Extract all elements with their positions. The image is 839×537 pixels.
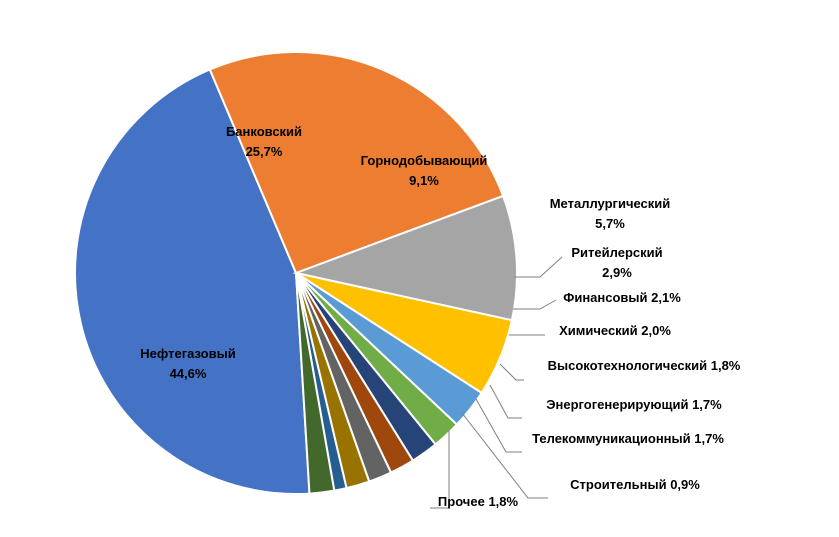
slice-labels: Нефтегазовый 44,6% Банковский 25,7% Горнодоб… [140, 124, 741, 509]
slice-5-leader-line [513, 299, 557, 310]
slice-11-leader-line [430, 430, 450, 509]
slice-4-value-label: 2,9% [602, 265, 632, 280]
slice-4-name-label: Ритейлерский [571, 245, 662, 260]
slice-5-label: Финансовый 2,1% [563, 290, 681, 305]
slice-0-name-label: Нефтегазовый [140, 346, 235, 361]
slice-10-label: Строительный 0,9% [570, 477, 700, 492]
slice-8-name-label: Энергогенерирующий [546, 397, 692, 412]
slice-10-value-label: 0,9% [670, 477, 700, 492]
slice-7-leader-line [499, 363, 524, 381]
slice-1-value-label: 25,7% [246, 144, 283, 159]
slice-3-name-label: Металлургический [550, 196, 671, 211]
slice-7-name-label: Высокотехнологический [548, 358, 711, 373]
slice-5-value-label: 2,1% [651, 290, 681, 305]
slice-2-value-label: 9,1% [409, 173, 439, 188]
slice-9-leader-line [475, 398, 522, 453]
slice-1-name-label: Банковский [226, 124, 302, 139]
slice-2-wedge [292, 194, 518, 322]
slice-11-label: Прочее 1,8% [438, 494, 519, 509]
slice-9-value-label: 1,7% [694, 431, 724, 446]
slice-0-wedge [74, 68, 311, 495]
slice-2-name-label: Горнодобывающий [361, 153, 488, 168]
slice-0-value-label: 44,6% [170, 366, 207, 381]
slice-9-name-label: Телекоммуникационный [532, 431, 694, 446]
slice-5-name-label: Финансовый [563, 290, 651, 305]
slice-10-leader-line [461, 412, 548, 499]
slice-8-label: Энергогенерирующий 1,7% [546, 397, 722, 412]
slice-6-value-label: 2,0% [641, 323, 671, 338]
slice-9-label: Телекоммуникационный 1,7% [532, 431, 724, 446]
slice-7-value-label: 1,8% [711, 358, 741, 373]
slice-4-leader-line [514, 256, 563, 278]
slice-11-name-label: Прочее [438, 494, 489, 509]
slice-10-name-label: Строительный [570, 477, 670, 492]
slice-3-value-label: 5,7% [595, 216, 625, 231]
slice-6-label: Химический 2,0% [559, 323, 671, 338]
slice-7-label: Высокотехнологический 1,8% [548, 358, 741, 373]
slice-1-wedge [208, 51, 505, 275]
slice-8-leader-line [489, 384, 522, 419]
slice-6-name-label: Химический [559, 323, 641, 338]
pie-slices [74, 51, 518, 495]
slice-11-value-label: 1,8% [488, 494, 518, 509]
slice-11-wedge [295, 272, 336, 495]
slice-8-value-label: 1,7% [692, 397, 722, 412]
leader-lines [430, 256, 563, 509]
